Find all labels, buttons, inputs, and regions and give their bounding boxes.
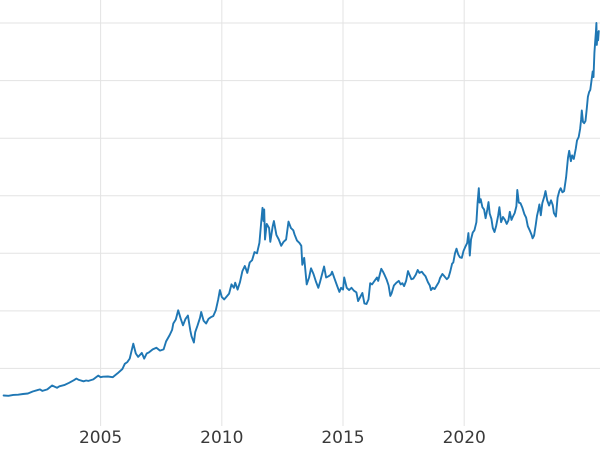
x-tick-label: 2015 <box>321 428 364 448</box>
x-tick-label: 2020 <box>443 428 486 448</box>
x-axis-labels: 2005 2010 2015 2020 <box>79 428 486 448</box>
series-line-price <box>2 22 600 397</box>
gridlines <box>0 0 600 426</box>
x-tick-label: 2010 <box>200 428 243 448</box>
x-tick-label: 2005 <box>79 428 122 448</box>
